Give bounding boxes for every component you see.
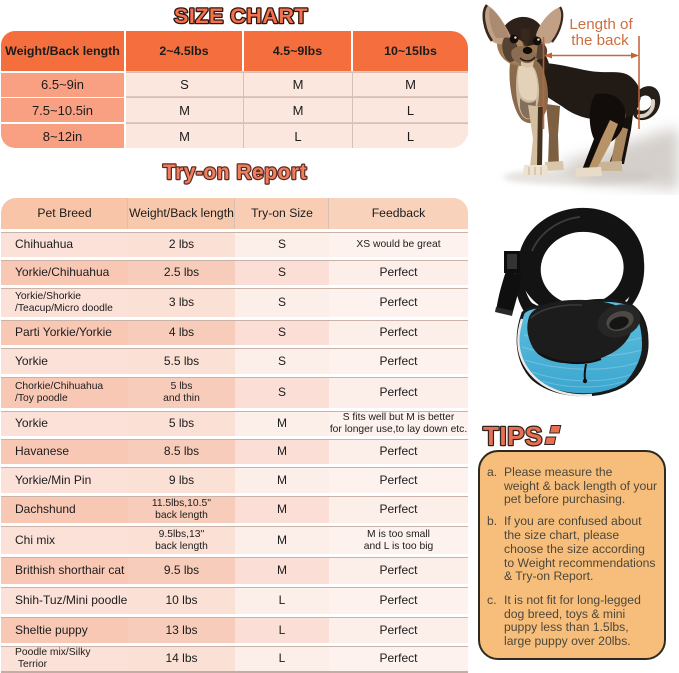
svg-text:Try-on Report: Try-on Report [163, 161, 307, 184]
svg-text:SIZE CHART: SIZE CHART [174, 4, 308, 28]
svg-text:Length of: Length of [569, 16, 633, 33]
svg-text:the back: the back [571, 32, 629, 49]
svg-text:TIPS: TIPS [483, 421, 543, 451]
